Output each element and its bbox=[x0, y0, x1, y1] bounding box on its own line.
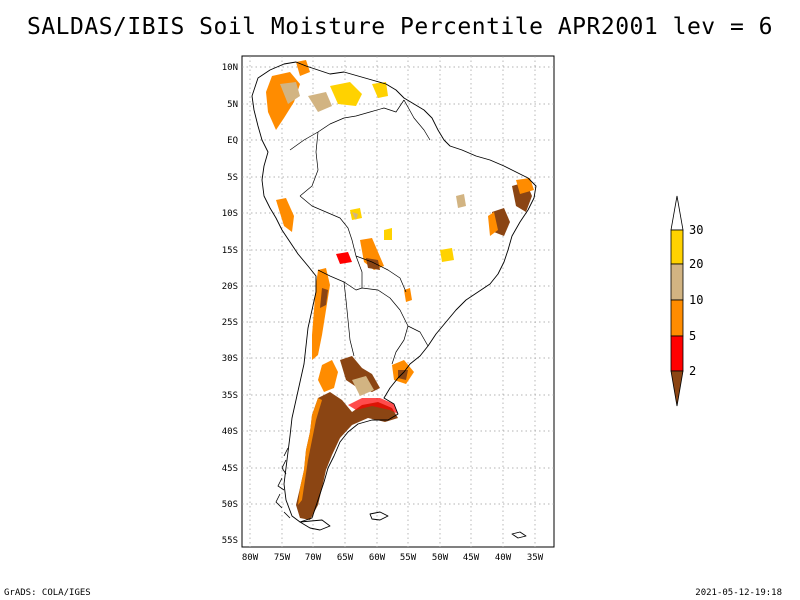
shading-pampas-red bbox=[348, 398, 398, 414]
lon-tick-label: 40W bbox=[495, 553, 512, 563]
colorbar-segment-5-10 bbox=[670, 299, 684, 337]
colorbar-labels: 30 20 10 5 2 bbox=[689, 223, 703, 378]
lat-tick-label: 5N bbox=[227, 100, 238, 110]
shading-central-argentina-tan bbox=[352, 376, 374, 396]
shading-colombia-tan bbox=[280, 82, 300, 104]
lon-tick-label: 80W bbox=[242, 553, 259, 563]
shading-cuyo bbox=[318, 360, 338, 392]
colorbar-segment-below-2 bbox=[670, 370, 684, 407]
colorbar bbox=[670, 195, 684, 407]
colorbar-label: 2 bbox=[689, 364, 696, 378]
shading-patagonia-below-2 bbox=[296, 392, 398, 520]
coastline-and-borders bbox=[251, 61, 537, 539]
lat-tick-label: 50S bbox=[222, 500, 238, 510]
south-georgia bbox=[511, 531, 527, 539]
lat-tick-label: 35S bbox=[222, 391, 238, 401]
colorbar-segment-10-20 bbox=[670, 263, 684, 301]
shading-patagonia-edge bbox=[298, 398, 322, 505]
shading-uruguay-brown bbox=[398, 370, 408, 380]
lat-tick-label: 5S bbox=[227, 173, 238, 183]
lon-tick-label: 75W bbox=[274, 553, 291, 563]
shading-peru-coast bbox=[276, 198, 294, 232]
lat-tick-label: 10N bbox=[222, 63, 238, 73]
shading-sparse-6 bbox=[384, 228, 392, 240]
shading-sparse-2 bbox=[352, 212, 358, 220]
shading-coast-yellow bbox=[372, 82, 388, 98]
shading-venezuela-tan bbox=[308, 92, 332, 112]
footer-credit: GrADS: COLA/IGES bbox=[4, 588, 91, 598]
chile-archipelago bbox=[275, 447, 291, 519]
lon-tick-label: 55W bbox=[400, 553, 417, 563]
shading-ne-brazil-orange bbox=[488, 212, 498, 236]
colorbar-segment-20-30 bbox=[670, 229, 684, 265]
lon-tick-label: 60W bbox=[369, 553, 386, 563]
percentile-shading bbox=[266, 60, 534, 520]
shading-ne-coast-orange bbox=[516, 178, 534, 194]
colorbar-segment-above-30 bbox=[670, 195, 684, 231]
lat-tick-label: 20S bbox=[222, 282, 238, 292]
shading-venezuela-yellow bbox=[330, 82, 362, 106]
colorbar-label: 10 bbox=[689, 293, 703, 307]
longitude-axis: 80W 75W 70W 65W 60W 55W 50W 45W 40W 35W bbox=[242, 553, 544, 563]
lat-tick-label: 10S bbox=[222, 209, 238, 219]
colorbar-label: 5 bbox=[689, 329, 696, 343]
falklands bbox=[369, 511, 389, 521]
map-frame bbox=[241, 55, 555, 548]
colorbar-label: 30 bbox=[689, 223, 703, 237]
lat-tick-label: 45S bbox=[222, 464, 238, 474]
shading-andes-brown bbox=[320, 288, 328, 308]
colorbar-label: 20 bbox=[689, 257, 703, 271]
lon-tick-label: 70W bbox=[305, 553, 322, 563]
shading-venezuela-orange bbox=[296, 60, 310, 76]
lat-tick-label: 15S bbox=[222, 246, 238, 256]
lat-tick-label: 40S bbox=[222, 427, 238, 437]
latitude-axis: 10N 5N EQ 5S 10S 15S 20S 25S 30S 35S 40S… bbox=[222, 63, 238, 546]
lon-tick-label: 35W bbox=[527, 553, 544, 563]
footer-timestamp: 2021-05-12-19:18 bbox=[695, 588, 782, 598]
country-borders bbox=[289, 99, 431, 365]
tierra-del-fuego bbox=[299, 519, 331, 531]
shading-andes-strip bbox=[312, 268, 330, 360]
lon-tick-label: 45W bbox=[463, 553, 480, 563]
shading-bolivia-red bbox=[336, 252, 352, 264]
lat-tick-label: 25S bbox=[222, 318, 238, 328]
map-title: SALDAS/IBIS Soil Moisture Percentile APR… bbox=[26, 14, 774, 40]
shading-sparse-3 bbox=[440, 248, 454, 262]
lon-tick-label: 65W bbox=[337, 553, 354, 563]
shading-colombia bbox=[266, 72, 300, 130]
lat-tick-label: 30S bbox=[222, 354, 238, 364]
grid-lines bbox=[242, 56, 554, 547]
lon-tick-label: 50W bbox=[432, 553, 449, 563]
colorbar-segment-2-5 bbox=[670, 335, 684, 372]
south-america-coastline bbox=[251, 61, 537, 523]
lat-tick-label: 55S bbox=[222, 536, 238, 546]
shading-sparse-5 bbox=[456, 194, 466, 208]
lat-tick-label: EQ bbox=[227, 136, 238, 146]
